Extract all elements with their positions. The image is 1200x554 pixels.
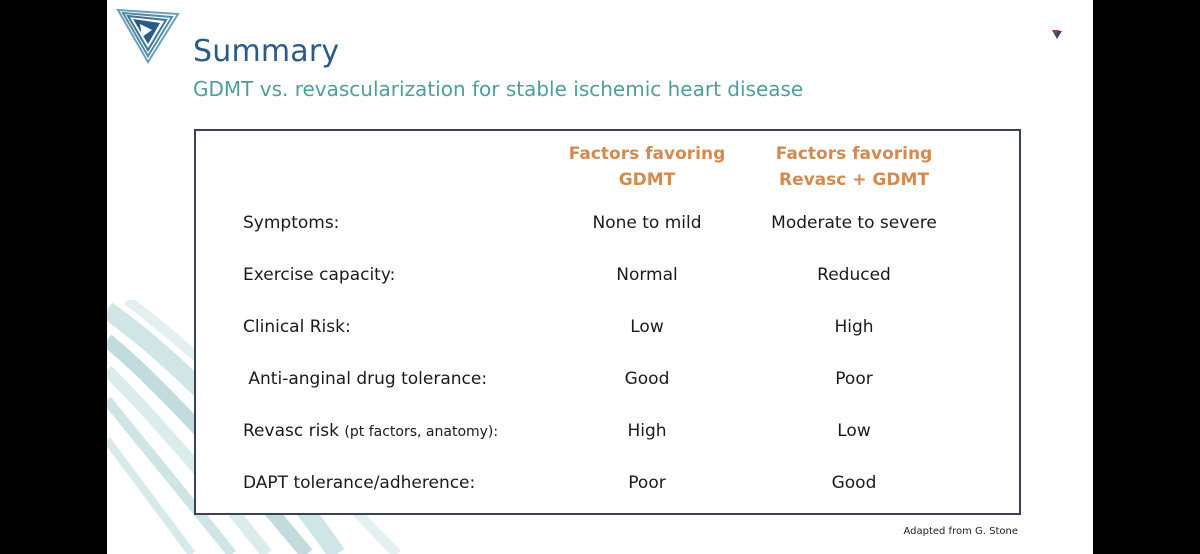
comparison-table: Factors favoring GDMT Factors favoring R… bbox=[194, 129, 1021, 515]
row-label-text: DAPT tolerance/adherence: bbox=[243, 473, 476, 493]
table-row: Exercise capacity: Normal Reduced bbox=[196, 265, 1019, 295]
header-revasc-line1: Factors favoring bbox=[775, 144, 933, 164]
header-gdmt: Factors favoring GDMT bbox=[554, 141, 740, 193]
row-label: Clinical Risk: bbox=[243, 317, 351, 337]
revasc-value: Good bbox=[831, 473, 877, 493]
small-arrow-icon bbox=[1052, 30, 1062, 39]
table-row: Symptoms: None to mild Moderate to sever… bbox=[196, 213, 1019, 243]
revasc-value: Reduced bbox=[817, 265, 891, 285]
header-revasc: Factors favoring Revasc + GDMT bbox=[761, 141, 947, 193]
table-row: DAPT tolerance/adherence: Poor Good bbox=[196, 473, 1019, 503]
gdmt-value: Poor bbox=[628, 473, 666, 493]
row-label-text: Symptoms: bbox=[243, 213, 340, 233]
row-label: Exercise capacity: bbox=[243, 265, 395, 285]
header-gdmt-line1: Factors favoring bbox=[568, 144, 726, 164]
play-triangle-logo-icon bbox=[116, 8, 180, 64]
page-title: Summary bbox=[193, 34, 340, 69]
row-label-text: Clinical Risk: bbox=[243, 317, 351, 337]
gdmt-value: Low bbox=[630, 317, 664, 337]
row-label-text: Anti-anginal drug tolerance: bbox=[243, 369, 488, 389]
table-row: Clinical Risk: Low High bbox=[196, 317, 1019, 347]
row-label: DAPT tolerance/adherence: bbox=[243, 473, 475, 493]
table-row: Revasc risk (pt factors, anatomy): High … bbox=[196, 421, 1019, 451]
page-subtitle: GDMT vs. revascularization for stable is… bbox=[193, 77, 804, 101]
gdmt-value: None to mild bbox=[592, 213, 702, 233]
row-label-note: (pt factors, anatomy): bbox=[344, 424, 499, 440]
slide: Summary GDMT vs. revascularization for s… bbox=[107, 0, 1093, 554]
revasc-value: Low bbox=[837, 421, 871, 441]
row-label: Symptoms: bbox=[243, 213, 339, 233]
row-label-text: Revasc risk bbox=[243, 421, 345, 441]
table-row: Anti-anginal drug tolerance: Good Poor bbox=[196, 369, 1019, 399]
gdmt-value: High bbox=[627, 421, 667, 441]
revasc-value: Moderate to severe bbox=[771, 213, 937, 233]
revasc-value: Poor bbox=[835, 369, 873, 389]
row-label-text: Exercise capacity: bbox=[243, 265, 396, 285]
gdmt-value: Normal bbox=[616, 265, 678, 285]
row-label: Revasc risk (pt factors, anatomy): bbox=[243, 421, 498, 441]
header-revasc-line2: Revasc + GDMT bbox=[778, 170, 930, 190]
gdmt-value: Good bbox=[624, 369, 670, 389]
revasc-value: High bbox=[834, 317, 874, 337]
source-credit: Adapted from G. Stone bbox=[903, 526, 1018, 537]
header-gdmt-line2: GDMT bbox=[618, 170, 676, 190]
row-label: Anti-anginal drug tolerance: bbox=[243, 369, 487, 389]
